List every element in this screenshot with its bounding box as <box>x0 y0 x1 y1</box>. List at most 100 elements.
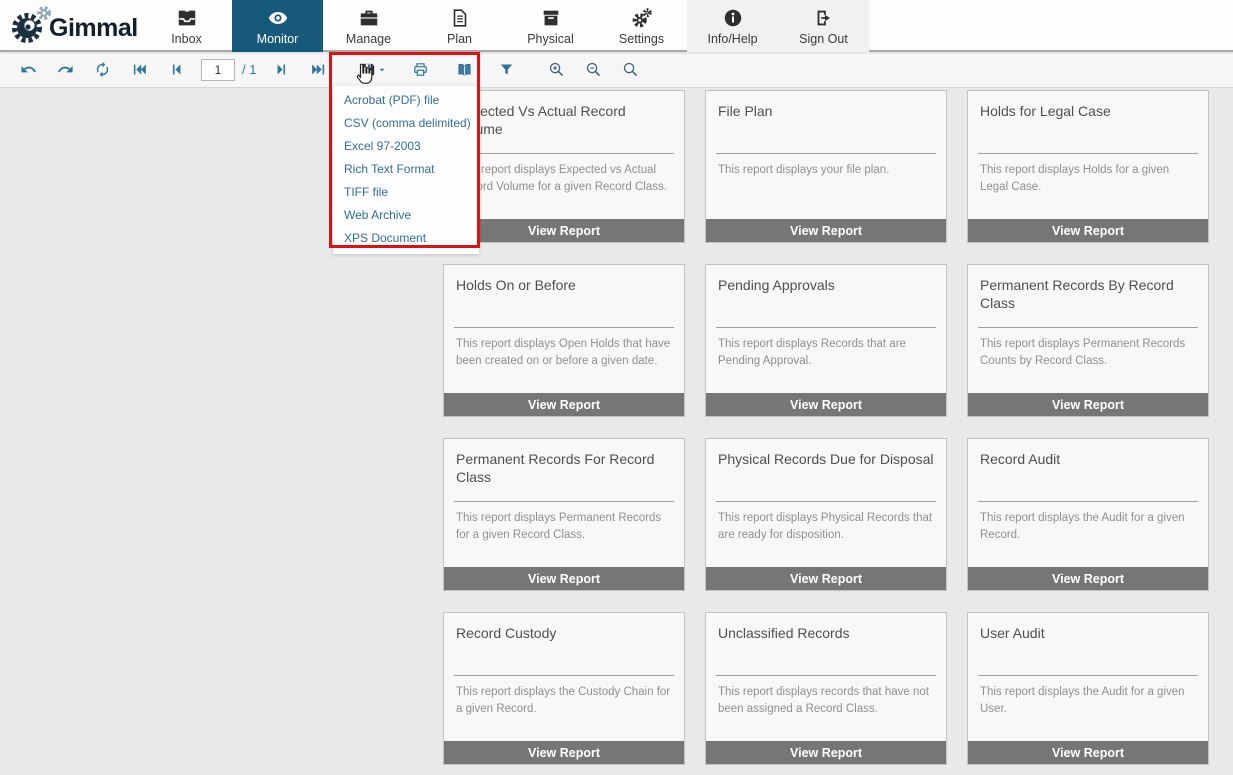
report-card-title: Permanent Records For Record Class <box>456 451 655 486</box>
print-layout-book-icon <box>456 61 473 78</box>
card-divider <box>454 675 674 676</box>
view-report-button[interactable]: View Report <box>968 741 1208 764</box>
refresh-icon <box>94 61 111 78</box>
report-card-description: This report displays Records that are Pe… <box>718 338 906 368</box>
report-card: Permanent Records By Record Class This r… <box>967 264 1209 417</box>
report-card-title: Expected Vs Actual Record Volume <box>456 103 626 138</box>
print-button[interactable] <box>408 58 432 82</box>
redo-button[interactable] <box>53 58 77 82</box>
inbox-icon <box>176 7 198 29</box>
view-report-button[interactable]: View Report <box>706 219 946 242</box>
next-page-button[interactable] <box>269 58 293 82</box>
last-page-button[interactable] <box>306 58 330 82</box>
report-card: Pending Approvals This report displays R… <box>705 264 947 417</box>
export-menu-item[interactable]: Web Archive <box>344 208 412 222</box>
export-save-icon <box>360 61 377 78</box>
card-divider <box>716 327 936 328</box>
nav-item-physical[interactable]: Physical <box>505 0 596 52</box>
nav-item-label: Monitor <box>256 31 299 46</box>
nav-item-settings[interactable]: Settings <box>596 0 687 52</box>
export-menu-item[interactable]: Excel 97-2003 <box>344 139 421 153</box>
first-page-button[interactable] <box>127 58 151 82</box>
page-number-input[interactable] <box>201 58 235 81</box>
card-divider <box>716 675 936 676</box>
report-card: Record Custody This report displays the … <box>443 612 685 765</box>
zoom-in-button[interactable] <box>544 58 568 82</box>
card-divider <box>978 153 1198 154</box>
nav-item-label: Info/Help <box>707 31 758 46</box>
view-report-button[interactable]: View Report <box>968 393 1208 416</box>
nav-item-label: Settings <box>618 31 665 46</box>
report-card: Record Audit This report displays the Au… <box>967 438 1209 591</box>
search-button[interactable] <box>618 58 642 82</box>
export-button[interactable] <box>356 58 390 82</box>
nav-item-inbox[interactable]: Inbox <box>141 0 232 52</box>
nav-item-label: Sign Out <box>799 31 848 46</box>
view-report-button[interactable]: View Report <box>444 393 684 416</box>
report-card-description: This report displays Holds for a given L… <box>980 164 1170 194</box>
card-divider <box>978 501 1198 502</box>
card-divider <box>454 501 674 502</box>
export-menu-item[interactable]: XPS Document <box>344 231 427 245</box>
report-cards-grid: Expected Vs Actual Record Volume This re… <box>443 90 1209 765</box>
report-card: User Audit This report displays the Audi… <box>967 612 1209 765</box>
zoom-out-button[interactable] <box>581 58 605 82</box>
view-report-button[interactable]: View Report <box>444 741 684 764</box>
report-card-title: Permanent Records By Record Class <box>980 277 1174 312</box>
undo-icon <box>20 61 37 78</box>
view-report-button[interactable]: View Report <box>444 567 684 590</box>
archive-box-icon <box>540 7 562 29</box>
undo-button[interactable] <box>16 58 40 82</box>
view-report-button[interactable]: View Report <box>444 219 684 242</box>
sign-out-icon <box>813 7 835 29</box>
report-card-description: This report displays the Audit for a giv… <box>980 686 1185 716</box>
nav-item-manage[interactable]: Manage <box>323 0 414 52</box>
card-divider <box>716 501 936 502</box>
funnel-filter-icon <box>498 61 515 78</box>
view-report-button[interactable]: View Report <box>968 219 1208 242</box>
search-icon <box>622 61 639 78</box>
export-menu-item[interactable]: Rich Text Format <box>344 162 435 176</box>
export-menu-item[interactable]: Acrobat (PDF) file <box>344 93 440 107</box>
nav-item-label: Manage <box>345 31 392 46</box>
export-format-menu: Acrobat (PDF) file CSV (comma delimited) E… <box>333 86 479 254</box>
print-layout-button[interactable] <box>452 58 476 82</box>
report-card-title: Record Custody <box>456 625 557 641</box>
report-card-title: Record Audit <box>980 451 1061 467</box>
report-toolbar: / 1 <box>0 52 1233 88</box>
report-card: Physical Records Due for Disposal This r… <box>705 438 947 591</box>
view-report-button[interactable]: View Report <box>706 567 946 590</box>
view-report-button[interactable]: View Report <box>706 393 946 416</box>
nav-item-signout[interactable]: Sign Out <box>778 0 869 52</box>
view-report-button[interactable]: View Report <box>968 567 1208 590</box>
briefcase-icon <box>358 7 380 29</box>
refresh-button[interactable] <box>90 58 114 82</box>
nav-item-label: Inbox <box>171 31 202 46</box>
report-card: Expected Vs Actual Record Volume This re… <box>443 90 685 243</box>
export-menu-item[interactable]: TIFF file <box>344 185 388 199</box>
gimmal-logo[interactable]: Gimmal <box>0 0 141 50</box>
top-navigation-bar: Gimmal Inbox Monitor Manage Plan Physica… <box>0 0 1233 52</box>
report-card: Permanent Records For Record Class This … <box>443 438 685 591</box>
prev-page-button[interactable] <box>164 58 188 82</box>
nav-item-infohelp[interactable]: Info/Help <box>687 0 778 52</box>
gimmal-logo-text: Gimmal <box>49 13 138 42</box>
report-card-title: Unclassified Records <box>718 625 850 641</box>
report-card-title: User Audit <box>980 625 1045 641</box>
report-card-description: This report displays Permanent Records f… <box>456 512 662 542</box>
last-page-icon <box>310 61 327 78</box>
card-divider <box>978 675 1198 676</box>
nav-item-label: Physical <box>527 31 574 46</box>
printer-icon <box>412 61 429 78</box>
zoom-out-icon <box>585 61 602 78</box>
filter-button[interactable] <box>494 58 518 82</box>
nav-item-monitor[interactable]: Monitor <box>232 0 323 52</box>
view-report-button[interactable]: View Report <box>706 741 946 764</box>
nav-item-plan[interactable]: Plan <box>414 0 505 52</box>
document-icon <box>449 7 471 29</box>
report-card-description: This report displays records that have n… <box>718 686 929 716</box>
card-divider <box>454 153 674 154</box>
card-divider <box>978 327 1198 328</box>
export-menu-item[interactable]: CSV (comma delimited) <box>344 116 471 130</box>
report-card-description: This report displays the Audit for a giv… <box>980 512 1185 542</box>
